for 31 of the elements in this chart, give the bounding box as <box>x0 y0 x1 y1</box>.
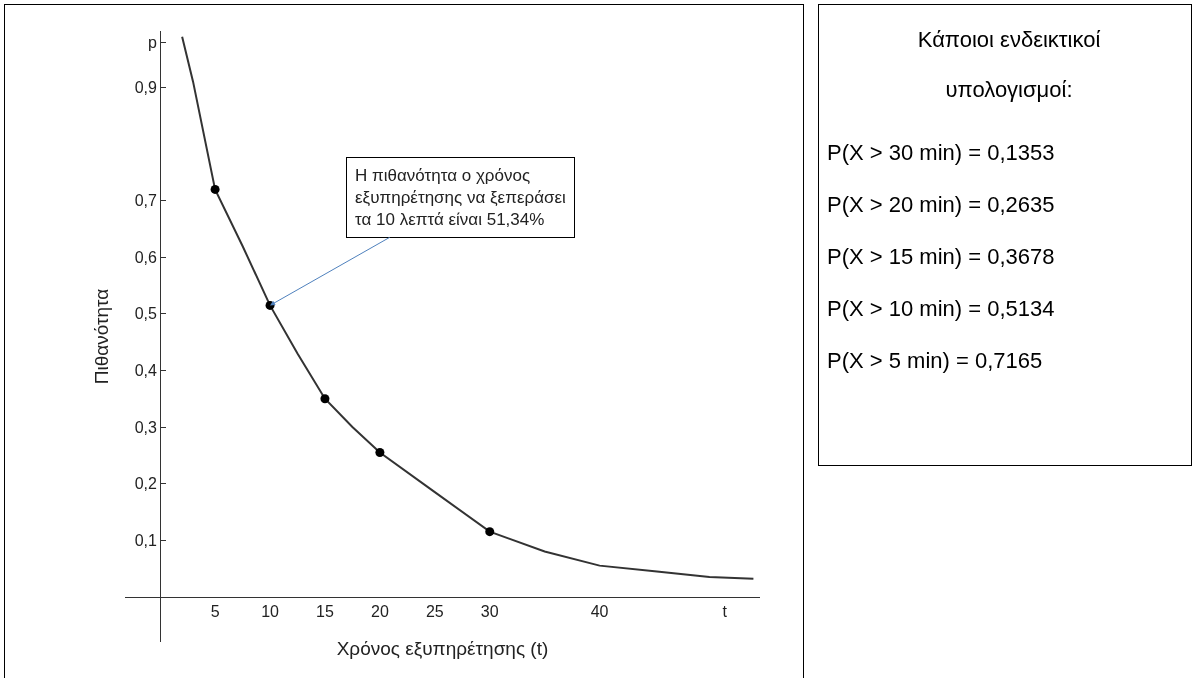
x-tick-label: 20 <box>370 602 389 620</box>
y-tick-label: 0,7 <box>134 192 158 210</box>
x-tick-label: 30 <box>480 602 499 620</box>
x-axis-title: Χρόνος εξυπηρέτησης (t) <box>336 637 549 659</box>
annotation: Η πιθανότητα ο χρόνος εξυπηρέτησης να ξεπεράσει τα 10 λεπτά είναι 51,34% <box>355 166 567 230</box>
y-tick-label: 0,1 <box>134 531 158 549</box>
x-tick-label: 5 <box>210 602 220 620</box>
y-tick-label: 0,4 <box>134 362 158 380</box>
text: Κάποιοι ενδεικτικοί υπολογισμοί: <box>916 26 1102 104</box>
point <box>210 184 220 194</box>
point <box>485 527 495 537</box>
y-tick-label: 0,3 <box>134 418 158 436</box>
point <box>320 394 330 404</box>
point <box>375 447 385 457</box>
text: P(X > 30 min) = 0,1353 <box>827 139 1056 167</box>
y-tick-label: 0,9 <box>134 79 158 97</box>
y-axis-title: Πιθανότητα <box>90 288 112 385</box>
x-tick-label: 40 <box>590 602 609 620</box>
x-tick-label: 25 <box>425 602 444 620</box>
y-tick-label: 0,2 <box>134 475 158 493</box>
line-series <box>181 35 755 580</box>
x-tick-label: 10 <box>261 602 280 620</box>
y-tick-label: 0,5 <box>134 305 158 323</box>
x-tick-label: t <box>722 602 728 620</box>
y-tick-label: 0,6 <box>134 248 158 266</box>
text: P(X > 15 min) = 0,3678 <box>827 243 1056 271</box>
text: P(X > 10 min) = 0,5134 <box>827 295 1056 323</box>
text: P(X > 5 min) = 0,7165 <box>827 347 1044 375</box>
text: P(X > 20 min) = 0,2635 <box>827 191 1056 219</box>
x-tick-label: 15 <box>316 602 334 620</box>
y-tick-label: p <box>148 33 158 51</box>
